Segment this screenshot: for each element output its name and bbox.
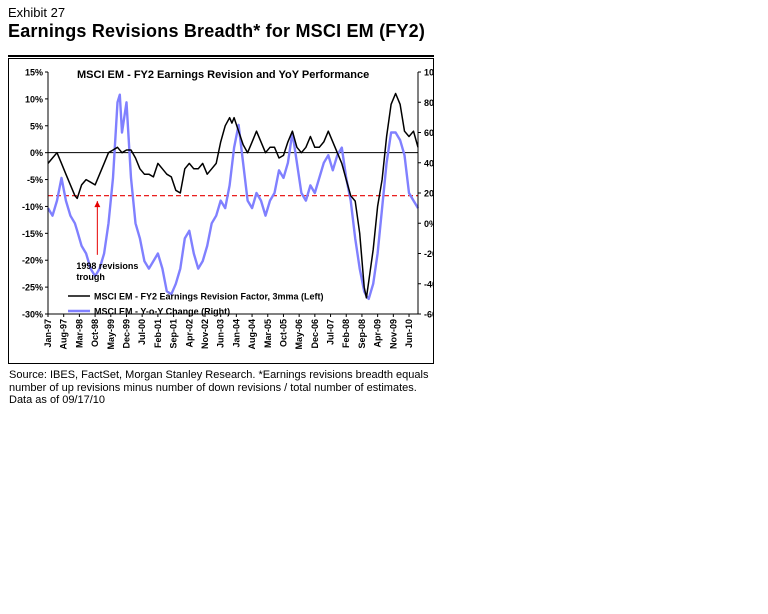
left-axis-tick-label: -15% — [22, 229, 43, 239]
axes: 15% 10% 5% 0% -5% -10% -15% -20% -25% -30% 100% 80%… — [22, 68, 447, 350]
chart-container: 15% 10% 5% 0% -5% -10% -15% -20% -25% -30% 100% 80%… — [8, 58, 447, 364]
right-axis-tick-label: -60% — [424, 310, 434, 320]
series-line-revision-factor — [47, 92, 419, 299]
left-axis-tick-label: 10% — [25, 94, 43, 104]
x-axis-tick-label: Jun-10 — [404, 319, 414, 348]
x-axis-tick-label: Oct-98 — [90, 319, 100, 347]
right-axis-tick-label: -20% — [424, 249, 434, 259]
x-axis-tick-label: Oct-05 — [278, 319, 288, 347]
source-note: Source: IBES, FactSet, Morgan Stanley Re… — [9, 369, 429, 406]
chart-svg: 15% 10% 5% 0% -5% -10% -15% -20% -25% -30% 100% 80%… — [8, 58, 447, 364]
legend: MSCI EM - FY2 Earnings Revision Factor, … — [68, 292, 324, 317]
left-axis-tick-label: -25% — [22, 283, 43, 293]
annotation-arrow-head — [94, 201, 101, 208]
right-axis-tick-label: 80% — [424, 98, 434, 108]
exhibit-title: Earnings Revisions Breadth* for MSCI EM … — [8, 21, 426, 41]
chart-border — [8, 58, 434, 364]
plot-frame — [8, 58, 434, 364]
x-axis-tick-label: Sep-01 — [169, 319, 179, 349]
x-axis-tick-label: Mar-05 — [263, 319, 273, 348]
left-axis-tick-label: 15% — [25, 68, 43, 78]
x-axis-tick-label: Jul-07 — [326, 319, 336, 345]
title-rule — [8, 55, 434, 57]
x-axis-tick-label: May-06 — [294, 319, 304, 350]
annotation-text: trough — [76, 272, 105, 282]
annotation-text: 1998 revisions — [76, 261, 138, 271]
left-axis-tick-label: -10% — [22, 202, 43, 212]
x-axis-tick-label: Jan-97 — [43, 319, 53, 348]
right-axis-tick-label: 0% — [424, 219, 434, 229]
x-axis-tick-label: Jul-00 — [137, 319, 147, 345]
legend-label: MSCI EM - Y-o-Y Change (Right) — [94, 307, 230, 317]
right-axis-tick-label: 20% — [424, 189, 434, 199]
x-axis-tick-label: Dec-06 — [310, 319, 320, 349]
x-axis-tick-label: May-99 — [106, 319, 116, 350]
x-axis-tick-label: Jan-04 — [231, 319, 241, 348]
exhibit-header: Exhibit 27 Earnings Revisions Breadth* f… — [8, 6, 434, 42]
exhibit-label: Exhibit 27 — [8, 5, 66, 20]
right-axis-tick-label: 40% — [424, 158, 434, 168]
series-line-yoy-change — [46, 93, 420, 301]
x-axis-tick-label: Feb-08 — [341, 319, 351, 348]
x-axis-tick-label: Dec-99 — [121, 319, 131, 349]
right-axis-tick-label: -40% — [424, 279, 434, 289]
legend-label: MSCI EM - FY2 Earnings Revision Factor, … — [94, 292, 324, 302]
x-axis-tick-label: Aug-97 — [59, 319, 69, 350]
left-axis-tick-label: 5% — [30, 121, 43, 131]
left-axis-tick-label: -5% — [27, 175, 43, 185]
x-axis-tick-label: Nov-09 — [388, 319, 398, 349]
left-axis-tick-label: -20% — [22, 256, 43, 266]
x-axis-tick-label: Feb-01 — [153, 319, 163, 348]
series-lines — [46, 92, 420, 301]
x-axis-tick-label: Nov-02 — [200, 319, 210, 349]
x-axis-tick-label: Apr-02 — [184, 319, 194, 348]
x-axis-tick-label: Mar-98 — [74, 319, 84, 348]
x-axis-tick-label: Aug-04 — [247, 319, 257, 350]
right-axis-tick-label: 60% — [424, 128, 434, 138]
left-axis-tick-label: -30% — [22, 310, 43, 320]
x-axis-tick-label: Apr-09 — [373, 319, 383, 348]
right-axis-tick-label: 100% — [424, 68, 434, 78]
left-axis-tick-label: 0% — [30, 148, 43, 158]
x-axis-tick-label: Jun-03 — [216, 319, 226, 348]
x-axis-tick-label: Sep-08 — [357, 319, 367, 349]
chart-title: MSCI EM - FY2 Earnings Revision and YoY … — [77, 69, 369, 81]
